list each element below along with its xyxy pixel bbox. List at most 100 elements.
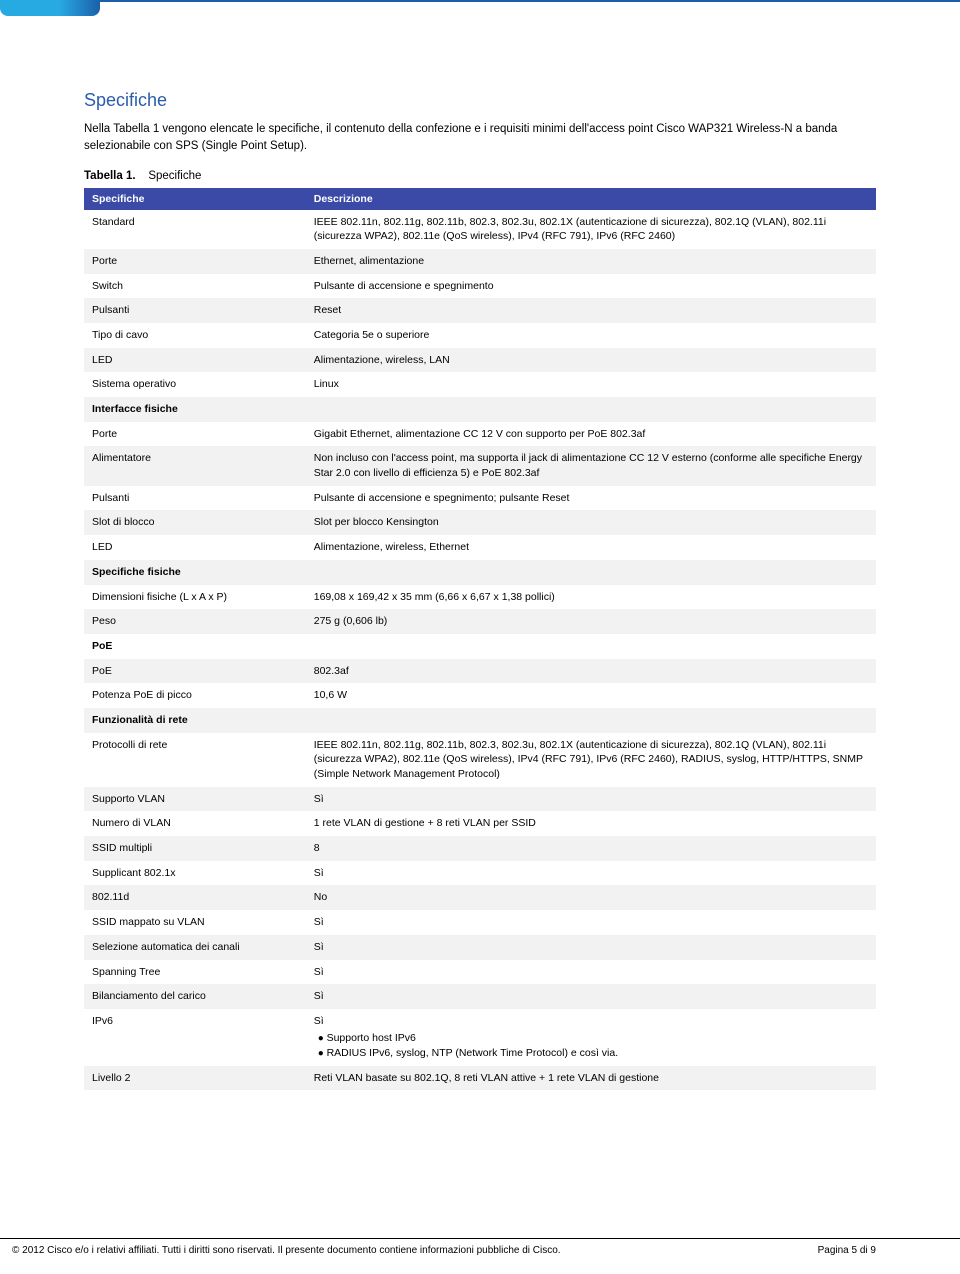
table-row: LEDAlimentazione, wireless, Ethernet — [84, 535, 876, 560]
caption-label: Tabella 1. — [84, 170, 136, 182]
table-row: SSID mappato su VLANSì — [84, 910, 876, 935]
page-footer: © 2012 Cisco e/o i relativi affiliati. T… — [0, 1238, 960, 1256]
col-header-spec: Specifiche — [84, 188, 306, 210]
spec-label: Protocolli di rete — [84, 733, 306, 787]
spec-value: 275 g (0,606 lb) — [306, 609, 876, 634]
spec-label: Selezione automatica dei canali — [84, 935, 306, 960]
spec-label: PoE — [84, 659, 306, 684]
spec-value: 1 rete VLAN di gestione + 8 reti VLAN pe… — [306, 811, 876, 836]
spec-value — [306, 397, 876, 422]
table-row: IPv6SìSupporto host IPv6RADIUS IPv6, sys… — [84, 1009, 876, 1066]
spec-value — [306, 560, 876, 585]
table-row: Selezione automatica dei canaliSì — [84, 935, 876, 960]
table-row: AlimentatoreNon incluso con l'access poi… — [84, 446, 876, 485]
spec-table: Specifiche Descrizione StandardIEEE 802.… — [84, 188, 876, 1091]
table-row: Protocolli di reteIEEE 802.11n, 802.11g,… — [84, 733, 876, 787]
spec-value: Alimentazione, wireless, Ethernet — [306, 535, 876, 560]
spec-value: Pulsante di accensione e spegnimento — [306, 274, 876, 299]
col-header-desc: Descrizione — [306, 188, 876, 210]
table-row: Peso275 g (0,606 lb) — [84, 609, 876, 634]
table-row: Dimensioni fisiche (L x A x P)169,08 x 1… — [84, 585, 876, 610]
spec-value: IEEE 802.11n, 802.11g, 802.11b, 802.3, 8… — [306, 733, 876, 787]
spec-label: SSID multipli — [84, 836, 306, 861]
spec-label: SSID mappato su VLAN — [84, 910, 306, 935]
bullet-item: Supporto host IPv6 — [318, 1031, 868, 1046]
table-row: Livello 2Reti VLAN basate su 802.1Q, 8 r… — [84, 1066, 876, 1091]
spec-value: Sì — [306, 910, 876, 935]
spec-value: Sì — [306, 861, 876, 886]
table-row: Supplicant 802.1xSì — [84, 861, 876, 886]
caption-text: Specifiche — [148, 170, 201, 182]
table-row: Funzionalità di rete — [84, 708, 876, 733]
spec-value: No — [306, 885, 876, 910]
table-row: PorteGigabit Ethernet, alimentazione CC … — [84, 422, 876, 447]
spec-value: Gigabit Ethernet, alimentazione CC 12 V … — [306, 422, 876, 447]
table-row: Tipo di cavoCategoria 5e o superiore — [84, 323, 876, 348]
table-row: 802.11dNo — [84, 885, 876, 910]
spec-label: LED — [84, 348, 306, 373]
table-row: Bilanciamento del caricoSì — [84, 984, 876, 1009]
table-row: LEDAlimentazione, wireless, LAN — [84, 348, 876, 373]
table-row: Interfacce fisiche — [84, 397, 876, 422]
table-row: Slot di bloccoSlot per blocco Kensington — [84, 510, 876, 535]
table-row: SwitchPulsante di accensione e spegnimen… — [84, 274, 876, 299]
table-row: Specifiche fisiche — [84, 560, 876, 585]
spec-value: Sì — [306, 960, 876, 985]
spec-label: Supplicant 802.1x — [84, 861, 306, 886]
table-row: Sistema operativoLinux — [84, 372, 876, 397]
spec-label: Peso — [84, 609, 306, 634]
footer-left: © 2012 Cisco e/o i relativi affiliati. T… — [12, 1245, 561, 1256]
table-row: PulsantiReset — [84, 298, 876, 323]
spec-value — [306, 708, 876, 733]
spec-value: 169,08 x 169,42 x 35 mm (6,66 x 6,67 x 1… — [306, 585, 876, 610]
spec-label: Slot di blocco — [84, 510, 306, 535]
spec-label: LED — [84, 535, 306, 560]
spec-value: Pulsante di accensione e spegnimento; pu… — [306, 486, 876, 511]
spec-value: Sì — [306, 787, 876, 812]
spec-value: Sì — [306, 935, 876, 960]
spec-value: Sì — [306, 984, 876, 1009]
top-accent — [0, 0, 100, 16]
table-row: Potenza PoE di picco10,6 W — [84, 683, 876, 708]
table-row: PoE — [84, 634, 876, 659]
spec-label: Spanning Tree — [84, 960, 306, 985]
spec-label: Dimensioni fisiche (L x A x P) — [84, 585, 306, 610]
spec-value: Linux — [306, 372, 876, 397]
spec-label: Specifiche fisiche — [84, 560, 306, 585]
spec-label: PoE — [84, 634, 306, 659]
spec-value: Reset — [306, 298, 876, 323]
top-border — [0, 0, 960, 2]
footer-right: Pagina 5 di 9 — [818, 1245, 876, 1256]
table-row: PoE802.3af — [84, 659, 876, 684]
spec-label: Pulsanti — [84, 486, 306, 511]
spec-label: Numero di VLAN — [84, 811, 306, 836]
spec-value: IEEE 802.11n, 802.11g, 802.11b, 802.3, 8… — [306, 210, 876, 249]
spec-label: Bilanciamento del carico — [84, 984, 306, 1009]
table-caption: Tabella 1. Specifiche — [84, 170, 876, 182]
spec-label: Switch — [84, 274, 306, 299]
bullet-list: Supporto host IPv6RADIUS IPv6, syslog, N… — [314, 1031, 868, 1061]
bullet-item: RADIUS IPv6, syslog, NTP (Network Time P… — [318, 1046, 868, 1061]
spec-label: Pulsanti — [84, 298, 306, 323]
spec-value: Slot per blocco Kensington — [306, 510, 876, 535]
spec-label: Standard — [84, 210, 306, 249]
spec-label: IPv6 — [84, 1009, 306, 1066]
table-row: Spanning TreeSì — [84, 960, 876, 985]
spec-label: Sistema operativo — [84, 372, 306, 397]
spec-label: Interfacce fisiche — [84, 397, 306, 422]
page-content: Specifiche Nella Tabella 1 vengono elenc… — [0, 0, 960, 1150]
spec-value — [306, 634, 876, 659]
spec-label: Alimentatore — [84, 446, 306, 485]
spec-label: Supporto VLAN — [84, 787, 306, 812]
spec-label: Potenza PoE di picco — [84, 683, 306, 708]
table-row: Supporto VLANSì — [84, 787, 876, 812]
table-row: PorteEthernet, alimentazione — [84, 249, 876, 274]
spec-value: 8 — [306, 836, 876, 861]
intro-paragraph: Nella Tabella 1 vengono elencate le spec… — [84, 121, 876, 156]
spec-value: Reti VLAN basate su 802.1Q, 8 reti VLAN … — [306, 1066, 876, 1091]
spec-label: Funzionalità di rete — [84, 708, 306, 733]
section-title: Specifiche — [84, 90, 876, 111]
spec-label: Tipo di cavo — [84, 323, 306, 348]
spec-value: 802.3af — [306, 659, 876, 684]
spec-value: 10,6 W — [306, 683, 876, 708]
